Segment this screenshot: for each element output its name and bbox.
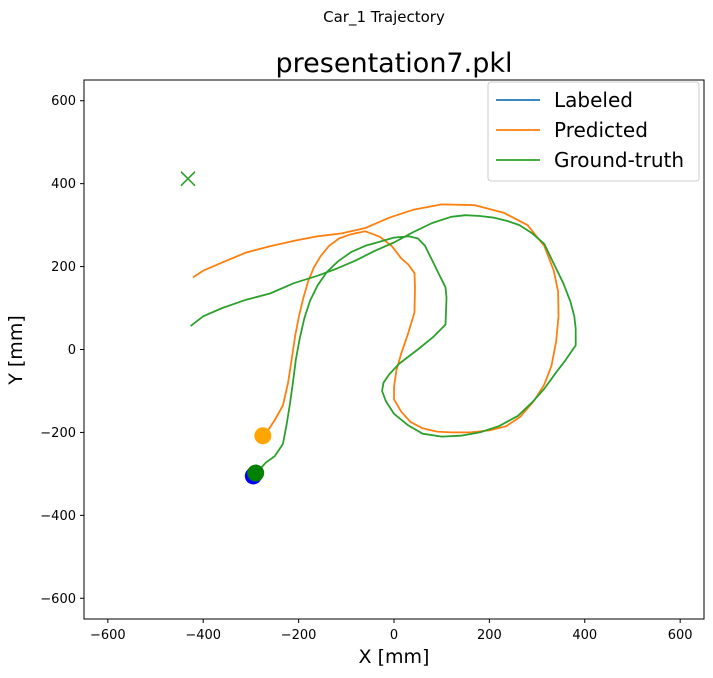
y-tick-label: −400 xyxy=(40,509,76,524)
x-tick-label: −200 xyxy=(281,628,317,643)
legend-label-ground-truth: Ground-truth xyxy=(554,148,684,172)
chart-title: presentation7.pkl xyxy=(276,48,513,79)
y-tick-label: 0 xyxy=(68,343,76,358)
x-tick-label: 600 xyxy=(668,628,693,643)
y-tick-label: 400 xyxy=(51,177,76,192)
legend: Labeled Predicted Ground-truth xyxy=(487,81,700,182)
x-tick-label: −600 xyxy=(90,628,126,643)
x-axis-label: X [mm] xyxy=(359,646,430,668)
ground-truth-start-marker xyxy=(247,464,265,482)
series-line-predicted xyxy=(192,203,560,438)
legend-label-predicted: Predicted xyxy=(554,118,648,142)
y-tick-label: 600 xyxy=(51,94,76,109)
y-tick-label: 200 xyxy=(51,260,76,275)
series-line-ground-truth xyxy=(190,214,577,474)
y-tick-label: −600 xyxy=(40,592,76,607)
x-tick-label: 0 xyxy=(390,628,398,643)
x-tick-label: 400 xyxy=(572,628,597,643)
x-tick-label: −400 xyxy=(185,628,221,643)
chart-suptitle: Car_1 Trajectory xyxy=(323,8,445,27)
marker-layer xyxy=(180,171,272,485)
series-layer xyxy=(190,203,577,474)
y-tick-label: −200 xyxy=(40,426,76,441)
predicted-start-marker xyxy=(254,427,272,445)
ground-truth-end-marker xyxy=(180,171,196,187)
y-axis-label: Y [mm] xyxy=(5,315,27,386)
x-tick-label: 200 xyxy=(477,628,502,643)
legend-label-labeled: Labeled xyxy=(554,88,633,112)
legend-box xyxy=(487,81,700,182)
y-axis-ticks: −600 −400 −200 0 200 400 600 xyxy=(40,94,84,607)
x-axis-ticks: −600 −400 −200 0 200 400 600 xyxy=(90,619,693,643)
